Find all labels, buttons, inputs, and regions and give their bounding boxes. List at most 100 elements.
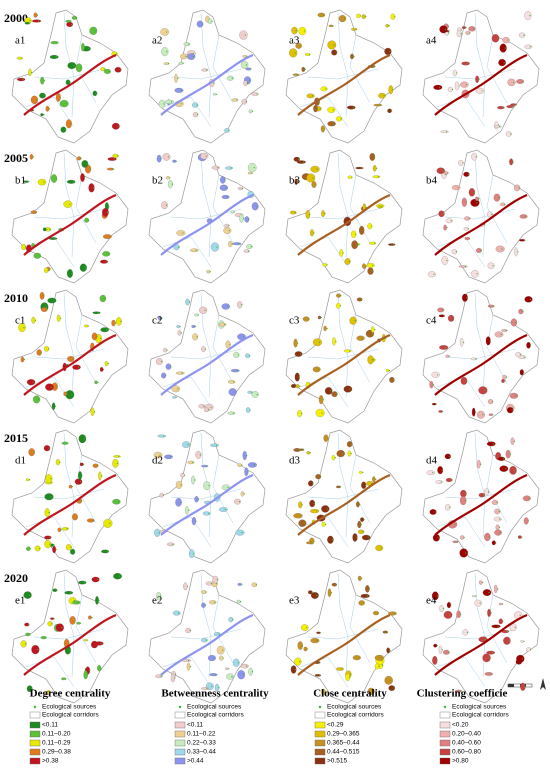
source-dot [87,325,89,327]
source-dot [80,157,82,159]
habitat-patch [491,34,500,43]
source-dot [256,393,258,396]
district-border [474,292,486,398]
source-dot [528,497,530,499]
habitat-patch [25,478,30,482]
habitat-patch [246,244,253,249]
map-panel [148,429,266,564]
habitat-patch [497,106,505,110]
habitat-patch [31,316,36,324]
source-dot [371,225,373,227]
habitat-patch [251,391,259,398]
habitat-patch [248,109,253,114]
habitat-patch [175,498,182,507]
legend-title: Close centrality [313,688,387,700]
habitat-patch [310,592,319,599]
habitat-patch [175,480,183,489]
source-dot [210,406,212,408]
source-dot [246,454,248,457]
habitat-patch [29,154,34,160]
habitat-patch [321,505,330,513]
panel-label: d1 [15,455,26,467]
district-border [33,348,105,360]
habitat-patch [191,475,195,485]
legend-item: 0.11–0.22 [187,731,216,738]
source-dot [160,675,162,677]
source-dot [238,500,241,503]
source-dot [114,322,117,324]
source-dot [490,612,492,614]
source-dot [31,688,33,690]
main-corridor [434,193,528,256]
habitat-patch [251,202,259,211]
habitat-patch [115,317,122,326]
habitat-patch [44,535,52,540]
source-dot [381,660,383,662]
source-dot [120,320,122,322]
source-dot [89,669,91,672]
source-dot [333,123,335,125]
habitat-patch [160,28,170,36]
habitat-patch [57,527,62,532]
habitat-patch [155,674,163,678]
habitat-patch [346,105,356,110]
habitat-patch [241,98,247,105]
source-dot [371,270,374,272]
habitat-patch [491,540,496,546]
source-dot [83,582,85,584]
panel-label: a3 [289,35,300,47]
source-dot [451,88,453,91]
legend-item: 0.365–0.44 [327,740,360,747]
district-border [486,34,508,104]
source-dot [242,217,245,219]
habitat-patch [163,62,170,65]
district-border [337,152,349,258]
source-dot [464,265,466,268]
source-dot [298,449,300,451]
map-panel [285,289,403,424]
district-border [33,68,105,80]
habitat-patch [445,477,453,483]
map-panel [148,569,266,704]
habitat-patch [192,333,199,341]
source-dot [209,271,211,273]
map-panel [422,429,540,564]
source-dot [488,536,490,538]
source-dot [360,523,362,526]
habitat-patch [166,176,170,180]
source-dot [51,623,53,625]
source-dot [167,62,170,65]
main-corridor [160,613,254,676]
habitat-patch [336,450,345,458]
habitat-patch [111,122,120,130]
source-dot [302,161,304,163]
source-dot [22,78,24,81]
source-dot [523,34,525,36]
source-dot [107,253,109,255]
habitat-patch [519,214,528,219]
source-dot [362,531,364,533]
source-dot [312,482,314,485]
source-dot [172,543,174,545]
source-dot [175,673,177,675]
source-dot [53,618,55,620]
source-dot [359,503,361,505]
source-dot [228,129,230,131]
habitat-patch [228,388,237,396]
habitat-patch [226,75,234,81]
source-dot [521,658,523,660]
habitat-patch [443,610,453,619]
source-dot [74,619,76,621]
source-dot [248,250,250,252]
legend-swatch [439,739,451,747]
source-dot [388,25,390,27]
legend-item: Ecological corridors [327,712,384,719]
habitat-patch [55,459,60,466]
legend-source-symbol [33,705,37,709]
source-dot [483,494,485,496]
habitat-patch [470,357,478,361]
legend-swatch [29,721,41,729]
habitat-patch [231,98,239,102]
source-dot [512,81,515,83]
source-dot [448,32,450,34]
